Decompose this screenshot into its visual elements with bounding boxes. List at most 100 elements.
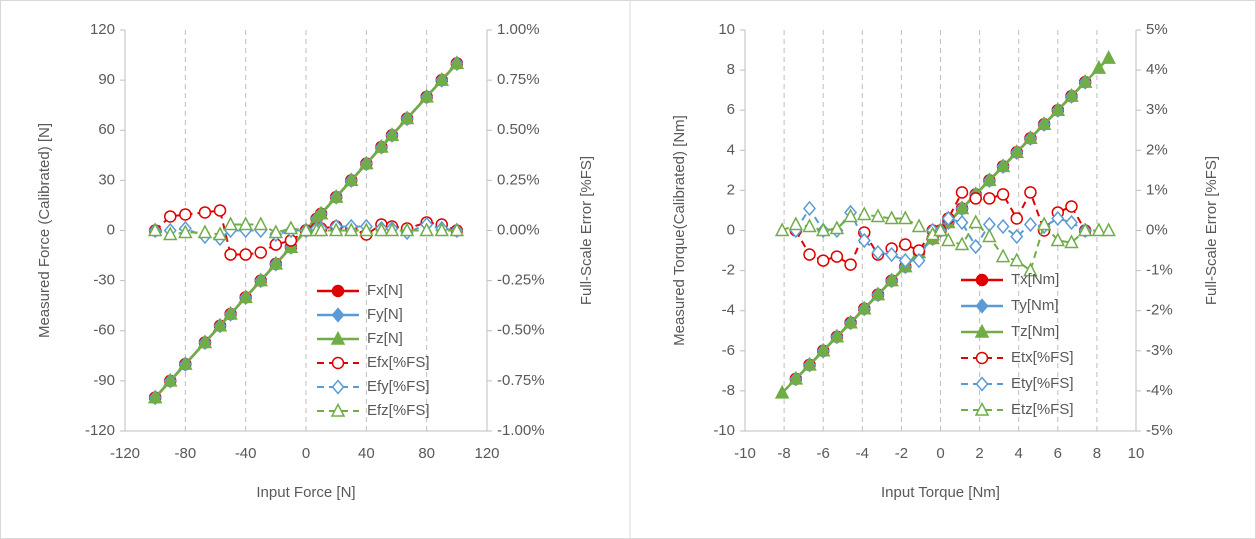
marker: [884, 272, 899, 287]
marker: [434, 222, 449, 237]
y-axis-label: Measured Force (Calibrated) [N]: [36, 123, 53, 338]
marker: [815, 342, 831, 357]
marker: [844, 258, 857, 271]
marker: [253, 216, 268, 231]
marker: [449, 55, 465, 70]
marker: [969, 238, 983, 255]
marker: [802, 356, 817, 371]
x-tick-label: 120: [474, 445, 499, 462]
marker: [898, 252, 912, 269]
marker: [1009, 144, 1024, 159]
legend-marker: [975, 376, 989, 392]
marker: [344, 222, 359, 237]
marker: [384, 222, 400, 237]
marker: [212, 226, 228, 241]
marker: [1023, 216, 1037, 233]
marker: [239, 248, 252, 261]
y-tick-label: -120: [85, 422, 115, 439]
series-line: [154, 209, 458, 256]
legend-label: Fx[N]: [367, 282, 403, 299]
legend-label: Efz[%FS]: [367, 402, 430, 419]
y-tick-label: -4: [722, 302, 735, 319]
marker: [788, 370, 804, 385]
x-tick-label: -2: [895, 445, 908, 462]
marker: [995, 248, 1011, 263]
marker: [238, 216, 253, 231]
y2-tick-label: -0.50%: [497, 322, 545, 339]
marker: [803, 248, 816, 261]
marker: [1024, 186, 1037, 199]
marker: [374, 222, 389, 237]
y2-tick-label: 0.00%: [497, 221, 540, 238]
legend-label: Tz[Nm]: [1011, 323, 1059, 340]
marker: [983, 192, 996, 205]
marker: [212, 317, 228, 332]
y-tick-label: -2: [722, 262, 735, 279]
x-tick-label: 8: [1093, 445, 1101, 462]
marker: [1036, 116, 1052, 130]
y-tick-label: 0: [727, 221, 735, 238]
marker: [434, 72, 449, 86]
marker: [147, 222, 163, 237]
marker: [419, 88, 434, 103]
y-tick-label: -30: [93, 272, 115, 289]
marker: [1064, 234, 1079, 249]
marker: [399, 222, 415, 237]
x-tick-label: 6: [1054, 445, 1062, 462]
y-tick-label: -60: [93, 322, 115, 339]
y2-axis-label: Full-Scale Error [%FS]: [1203, 156, 1220, 305]
marker: [982, 172, 997, 187]
marker: [995, 158, 1011, 173]
marker: [899, 238, 912, 251]
marker: [843, 314, 858, 329]
legend-label: Ety[%FS]: [1011, 375, 1074, 392]
marker: [198, 206, 212, 219]
legend-label: Efx[%FS]: [367, 354, 430, 371]
x-tick-label: -40: [235, 445, 257, 462]
marker: [298, 222, 314, 237]
x-axis-label: Input Force [N]: [256, 484, 355, 501]
y-tick-label: 4: [727, 141, 735, 158]
marker: [384, 127, 400, 142]
x-axis-label: Input Torque [Nm]: [881, 484, 1000, 501]
marker: [857, 232, 871, 249]
marker: [933, 222, 948, 237]
y2-tick-label: -4%: [1146, 382, 1173, 399]
x-tick-label: 10: [1128, 445, 1145, 462]
marker: [941, 232, 956, 247]
marker: [1065, 200, 1078, 213]
marker: [399, 110, 415, 125]
marker: [1009, 252, 1024, 267]
marker: [870, 286, 886, 301]
y-tick-label: 2: [727, 181, 735, 198]
marker: [1010, 212, 1023, 225]
y-tick-label: 6: [727, 101, 735, 118]
x-tick-label: -80: [174, 445, 196, 462]
marker: [912, 252, 926, 269]
legend-marker: [975, 298, 989, 314]
marker: [996, 218, 1010, 235]
marker: [178, 224, 193, 239]
marker: [816, 254, 830, 267]
x-tick-label: -6: [817, 445, 830, 462]
y2-tick-label: -1%: [1146, 262, 1173, 279]
y-tick-label: 8: [727, 61, 735, 78]
x-tick-label: -10: [734, 445, 756, 462]
marker: [197, 224, 213, 239]
marker: [1091, 222, 1107, 237]
marker: [954, 200, 970, 215]
x-tick-label: 2: [975, 445, 983, 462]
x-tick-label: 80: [418, 445, 435, 462]
marker: [1051, 210, 1065, 227]
x-tick-label: -4: [856, 445, 869, 462]
y2-tick-label: 5%: [1146, 21, 1168, 38]
marker: [254, 246, 267, 259]
y-tick-label: 30: [98, 171, 115, 188]
marker: [857, 206, 872, 221]
marker: [870, 208, 886, 223]
marker: [359, 222, 374, 237]
legend-label: Etz[%FS]: [1011, 401, 1074, 418]
y2-tick-label: 0.50%: [497, 121, 540, 138]
marker: [223, 305, 238, 320]
y2-tick-label: 1.00%: [497, 21, 540, 38]
